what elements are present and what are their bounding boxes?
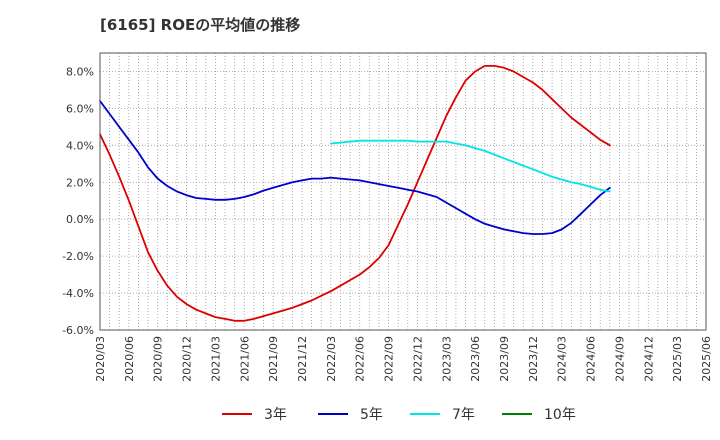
x-tick-label: 2024/09 <box>613 336 626 382</box>
x-tick-label: 2024/06 <box>585 336 598 382</box>
x-tick-label: 2025/06 <box>700 336 713 382</box>
y-tick-label: 4.0% <box>66 139 94 152</box>
x-tick-label: 2024/03 <box>556 336 569 382</box>
series-line-5年 <box>99 100 611 235</box>
x-tick-label: 2024/12 <box>642 336 655 382</box>
legend: 3年 5年 7年 10年 <box>222 407 576 423</box>
y-axis: -6.0% -4.0% -2.0% 0.0% 2.0% 4.0% 6.0% 8.0% <box>62 65 94 337</box>
x-tick-label: 2022/12 <box>411 336 424 382</box>
x-tick-label: 2023/12 <box>527 336 540 382</box>
legend-label: 10年 <box>544 407 576 423</box>
y-tick-label: 8.0% <box>66 65 94 78</box>
x-tick-label: 2020/12 <box>181 336 194 382</box>
y-tick-label: -6.0% <box>62 324 94 337</box>
x-tick-label: 2023/09 <box>498 336 511 382</box>
legend-label: 7年 <box>452 407 475 423</box>
y-tick-label: 0.0% <box>66 213 94 226</box>
y-tick-label: 2.0% <box>66 176 94 189</box>
x-tick-label: 2022/09 <box>383 336 396 382</box>
plot-background <box>100 53 706 330</box>
series-line-3年 <box>99 65 611 322</box>
series-lines <box>99 65 611 322</box>
legend-label: 5年 <box>360 407 383 423</box>
x-tick-label: 2020/06 <box>123 336 136 382</box>
y-tick-label: 6.0% <box>66 102 94 115</box>
x-tick-label: 2021/12 <box>296 336 309 382</box>
plot-border <box>99 52 707 331</box>
series-line-7年 <box>329 139 611 193</box>
x-tick-label: 2021/03 <box>209 336 222 382</box>
x-tick-label: 2023/06 <box>469 336 482 382</box>
x-tick-label: 2020/09 <box>152 336 165 382</box>
x-axis: 2020/03 2020/06 2020/09 2020/12 2021/03 2021/… <box>94 336 713 382</box>
x-tick-label: 2025/03 <box>671 336 684 382</box>
x-tick-label: 2022/06 <box>354 336 367 382</box>
x-tick-label: 2021/09 <box>267 336 280 382</box>
x-tick-label: 2021/06 <box>238 336 251 382</box>
legend-label: 3年 <box>264 407 287 423</box>
x-tick-label: 2022/03 <box>325 336 338 382</box>
chart-title: [6165] ROEの平均値の推移 <box>100 16 301 34</box>
x-tick-label: 2020/03 <box>94 336 107 382</box>
x-tick-label: 2023/03 <box>440 336 453 382</box>
y-tick-label: -2.0% <box>62 250 94 263</box>
y-tick-label: -4.0% <box>62 287 94 300</box>
